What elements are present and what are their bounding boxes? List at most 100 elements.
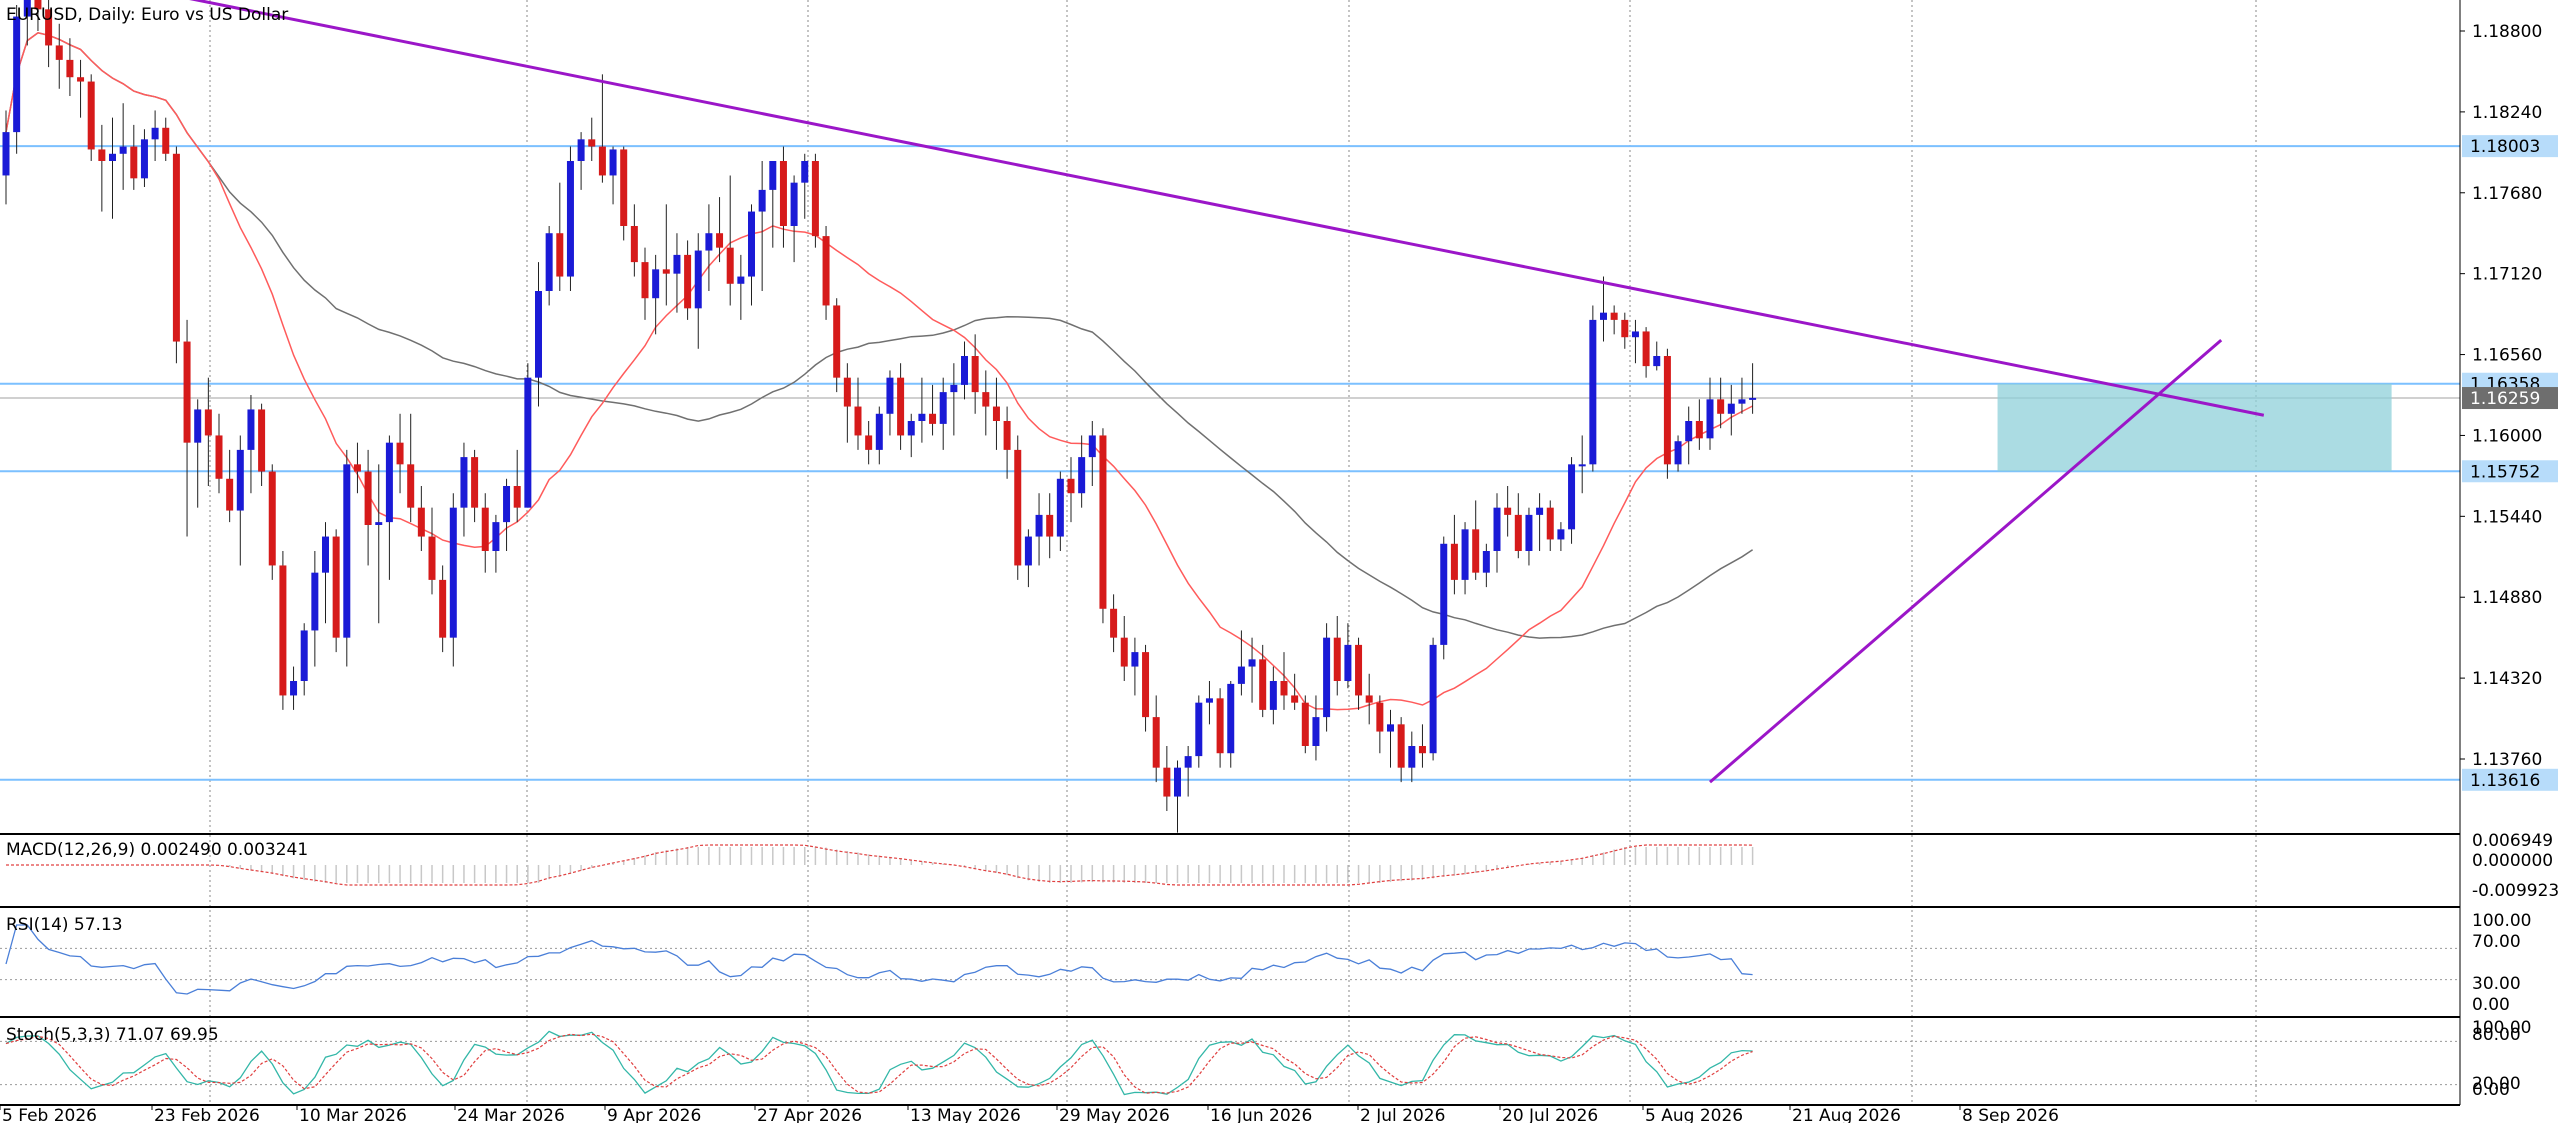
candle-body — [1355, 644, 1363, 696]
candle-body — [55, 45, 63, 60]
candle — [748, 204, 755, 306]
candle-body — [1067, 478, 1075, 494]
candle — [109, 117, 116, 219]
candle — [460, 442, 468, 537]
candle-body — [1099, 435, 1107, 609]
candle-body — [385, 442, 393, 523]
candle — [23, 0, 31, 46]
candle — [396, 413, 404, 494]
current-price-tag — [2462, 387, 2558, 410]
candle-body — [1248, 659, 1256, 667]
candle-body — [77, 77, 85, 82]
trendline-resistance[interactable] — [6, 0, 2265, 417]
candle — [1418, 724, 1426, 768]
candle — [1014, 435, 1022, 580]
candle — [492, 514, 500, 573]
candle-body — [1035, 514, 1043, 537]
candle — [364, 449, 372, 566]
candle — [471, 449, 479, 523]
candle — [1749, 363, 1757, 414]
candle — [886, 370, 894, 436]
candle — [1046, 493, 1054, 559]
candle — [716, 197, 724, 263]
candle-body — [907, 421, 915, 436]
candle — [801, 153, 809, 219]
candle — [1695, 399, 1703, 450]
candle-body — [652, 269, 660, 299]
candle — [1323, 623, 1331, 732]
candle — [1291, 673, 1299, 710]
candle — [1110, 594, 1118, 653]
candle — [1195, 695, 1203, 768]
candle-body — [811, 161, 819, 237]
candle-body — [428, 536, 436, 580]
candle — [119, 103, 127, 190]
candle-body — [566, 161, 574, 277]
candle — [1706, 377, 1714, 450]
candle — [556, 182, 564, 291]
candle-body — [119, 146, 127, 154]
horizontal-levels[interactable]: 1.191321.180031.163581.157521.136161.162… — [0, 0, 2558, 791]
candle — [1365, 673, 1373, 725]
candle-body — [822, 236, 830, 306]
date-tick-label: 13 May 2026 — [910, 1106, 1021, 1123]
candle-body — [865, 435, 873, 450]
candle — [343, 449, 351, 667]
macd-tick-label: -0.009923 — [2472, 881, 2559, 901]
candle — [385, 435, 393, 580]
candle — [375, 464, 383, 624]
candle — [1088, 421, 1096, 486]
candle — [77, 59, 85, 118]
candle-body — [918, 413, 926, 421]
candle — [45, 0, 53, 68]
candle — [439, 565, 447, 653]
stoch-signal-line — [5, 1033, 1753, 1094]
candle — [992, 377, 1000, 450]
candle — [769, 161, 777, 248]
candle-body — [1482, 551, 1490, 573]
candle — [1557, 522, 1565, 551]
candle — [822, 226, 830, 320]
candle-body — [1525, 514, 1533, 551]
candle — [1536, 493, 1544, 551]
candle-body — [226, 478, 234, 511]
date-tick-label: 10 Mar 2026 — [299, 1106, 407, 1123]
candle-body — [630, 226, 638, 263]
level-label: 1.15752 — [2470, 462, 2540, 482]
candle-body — [843, 377, 851, 407]
candle — [843, 363, 851, 443]
trendlines[interactable] — [6, 0, 2265, 784]
stoch-main-line — [5, 1030, 1753, 1096]
candle — [1355, 637, 1363, 710]
candle-body — [545, 233, 553, 291]
candle — [332, 529, 340, 653]
candle-body — [1344, 644, 1352, 681]
candle — [1142, 644, 1150, 732]
trendline-support[interactable] — [1709, 338, 2223, 784]
candle — [236, 435, 244, 566]
candle-body — [98, 149, 106, 161]
candle-body — [1163, 767, 1171, 797]
consolidation-zone — [1997, 383, 2392, 472]
candle-body — [322, 536, 329, 573]
candle-body — [1621, 319, 1629, 338]
candle-body — [1195, 702, 1203, 757]
candle-body — [1504, 507, 1512, 515]
candle-body — [950, 384, 958, 393]
candle-body — [1589, 319, 1597, 465]
candle — [13, 5, 21, 154]
candle-body — [1376, 702, 1384, 732]
candle-body — [992, 406, 1000, 421]
candle — [1056, 471, 1064, 551]
candle — [950, 363, 958, 436]
candle — [1642, 327, 1650, 378]
level-label: 1.18003 — [2470, 137, 2540, 157]
date-tick-label: 5 Feb 2026 — [2, 1106, 97, 1123]
candle-body — [1642, 331, 1650, 367]
stoch-label: Stoch(5,3,3) 71.07 69.95 — [6, 1025, 219, 1045]
candle-body — [886, 377, 894, 414]
level-label: 1.13616 — [2470, 771, 2540, 791]
